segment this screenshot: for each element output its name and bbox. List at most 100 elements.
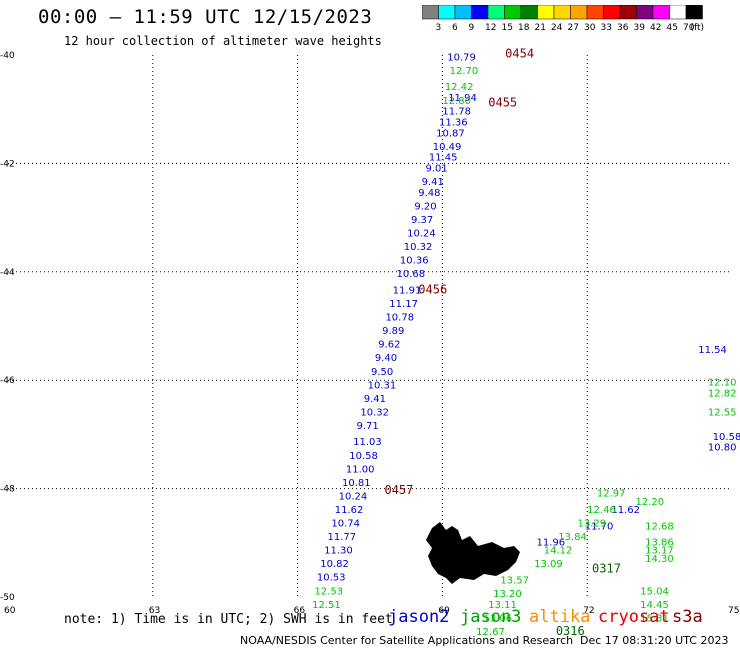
series-jason3: 12.70 12.42 12.80 12.53 12.51 12.97 12.46 13.29… [312, 66, 736, 638]
wave-height-label: 14.45 [640, 600, 669, 611]
colorbar: 3 6 9 12 15 18 21 24 27 30 33 36 39 42 45 70(ft) [422, 5, 705, 33]
footer-credit: NOAA/NESDIS Center for Satellite Applica… [240, 634, 574, 647]
colorbar-tick-label: 36 [617, 23, 629, 33]
wave-height-label: 11.94 [448, 93, 477, 104]
wave-height-label: 9.62 [378, 340, 400, 351]
wave-height-label: 13.11 [488, 600, 517, 611]
colorbar-tick-label: 12 [485, 23, 496, 33]
colorbar-swatch [685, 5, 703, 20]
wave-height-label: 11.30 [324, 546, 353, 557]
colorbar-tick-label: 30 [584, 23, 596, 33]
wave-height-label: 10.58 [713, 432, 740, 443]
colorbar-swatch [553, 5, 571, 20]
wave-height-label: 10.82 [320, 559, 349, 570]
wave-height-label: 11.96 [537, 538, 566, 549]
page-subtitle: 12 hour collection of altimeter wave hei… [64, 34, 382, 48]
wave-height-label: 10.80 [708, 443, 737, 454]
wave-height-label: 11.70 [585, 521, 614, 532]
colorbar-tick-label: 24 [551, 23, 563, 33]
series-s3a: 0454 0455 0456 0457 [384, 47, 534, 497]
wave-height-label: 11.77 [328, 532, 357, 543]
footer-timestamp: Dec 17 08:31:20 UTC 2023 [580, 634, 729, 647]
colorbar-tick-label: 3 [436, 23, 442, 33]
colorbar-swatch [454, 5, 472, 20]
wave-height-label: 9.37 [411, 215, 433, 226]
pass-time-label: 0317 [592, 562, 621, 576]
legend-s3a: s3a [672, 607, 703, 627]
x-tick-label: 69 [438, 606, 450, 616]
colorbar-swatch [537, 5, 555, 20]
x-tick-label: 60 [4, 606, 16, 616]
wave-height-label: 15.04 [640, 586, 669, 597]
wave-height-label: 13.17 [645, 546, 674, 557]
wave-height-label: 11.62 [335, 505, 364, 516]
colorbar-swatch [471, 5, 489, 20]
colorbar-swatch [586, 5, 604, 20]
wave-height-label: 13.84 [558, 532, 587, 543]
wave-height-label: 10.79 [447, 52, 476, 63]
colorbar-tick-label: 15 [502, 23, 513, 33]
pass-time-label: 0454 [505, 47, 534, 61]
colorbar-swatch [520, 5, 538, 20]
wave-height-label: 12.80 [442, 96, 471, 107]
pass-time-label: 0457 [384, 483, 413, 497]
wave-height-label: 10.53 [317, 573, 346, 584]
wave-height-label: 15.31 [640, 613, 669, 624]
colorbar-swatch [652, 5, 670, 20]
wave-height-label: 11.17 [389, 299, 418, 310]
wave-height-label: 13.29 [578, 519, 607, 530]
colorbar-tick-label: 39 [634, 23, 646, 33]
wave-height-label: 12.53 [314, 586, 343, 597]
y-tick-label: -42 [0, 159, 15, 169]
wave-height-label: 12.20 [635, 497, 664, 508]
wave-height-label: 11.78 [442, 107, 471, 118]
x-tick-label: 72 [583, 606, 594, 616]
wave-height-label: 9.50 [371, 367, 393, 378]
wave-height-label: 11.91 [393, 285, 422, 296]
colorbar-tick-label: 27 [568, 23, 579, 33]
colorbar-unit: (ft) [691, 23, 705, 33]
wave-height-label: 12.46 [587, 505, 616, 516]
colorbar-swatch [487, 5, 505, 20]
wave-height-label: 13.86 [645, 538, 674, 549]
wave-height-label: 10.31 [368, 380, 397, 391]
wave-height-label: 10.58 [349, 451, 378, 462]
colorbar-tick-label: 18 [518, 23, 530, 33]
wave-height-label: 9.41 [422, 177, 444, 188]
wave-height-label: 10.24 [407, 229, 436, 240]
wave-height-label: 9.89 [382, 326, 404, 337]
colorbar-tick-label: 42 [650, 23, 661, 33]
colorbar-tick-label: 70 [683, 23, 695, 33]
wave-height-label: 12.42 [445, 82, 474, 93]
wave-height-label: 14.12 [544, 546, 573, 557]
colorbar-swatch [438, 5, 456, 20]
wave-height-label: 13.06 [483, 613, 512, 624]
x-tick-label: 66 [294, 606, 306, 616]
wave-height-label: 12.67 [476, 627, 505, 638]
x-tick-label: 63 [149, 606, 160, 616]
colorbar-swatch [570, 5, 588, 20]
wave-height-label: 14.30 [645, 554, 674, 565]
colorbar-swatch [504, 5, 522, 20]
wave-height-label: 12.97 [597, 489, 626, 500]
x-tick-label: 75 [728, 606, 739, 616]
pass-time-label: 0316 [556, 624, 585, 638]
wave-height-label: 12.68 [645, 521, 674, 532]
footer-note: note: 1) Time is in UTC; 2) SWH is in fe… [64, 612, 393, 627]
colorbar-tick-label: 45 [667, 23, 678, 33]
wave-height-label: 10.32 [360, 407, 389, 418]
pass-time-label: 0455 [488, 95, 517, 109]
wave-height-label: 13.09 [534, 559, 563, 570]
legend-jason2: jason2 [388, 607, 450, 627]
wave-height-label: 11.54 [698, 345, 727, 356]
wave-height-label: 10.32 [404, 242, 433, 253]
y-tick-label: -40 [0, 51, 15, 61]
colorbar-swatch [636, 5, 654, 20]
wave-height-label: 9.40 [375, 353, 397, 364]
wave-height-label: 12.10 [708, 378, 737, 389]
wave-height-label: 10.74 [331, 519, 360, 530]
wave-height-label: 13.20 [493, 589, 522, 600]
colorbar-swatch [619, 5, 637, 20]
wave-height-label: 12.70 [450, 66, 479, 77]
